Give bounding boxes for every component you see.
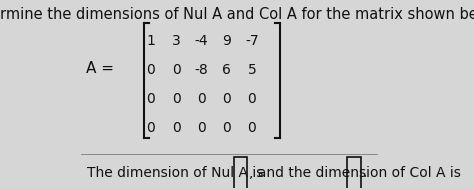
Text: 0: 0	[197, 92, 206, 106]
Text: 3: 3	[172, 34, 181, 48]
Text: -8: -8	[194, 63, 208, 77]
Text: 0: 0	[146, 121, 155, 135]
Text: 0: 0	[172, 121, 181, 135]
Text: 0: 0	[222, 121, 231, 135]
Text: 1: 1	[146, 34, 155, 48]
Text: 0: 0	[146, 92, 155, 106]
Text: 6: 6	[222, 63, 231, 77]
Text: 0: 0	[247, 121, 256, 135]
Text: , and the dimension of Col A is: , and the dimension of Col A is	[249, 166, 461, 180]
Text: 0: 0	[247, 92, 256, 106]
Text: A =: A =	[86, 61, 114, 76]
FancyBboxPatch shape	[234, 157, 247, 189]
Text: -4: -4	[195, 34, 208, 48]
FancyBboxPatch shape	[347, 157, 361, 189]
Text: -7: -7	[245, 34, 259, 48]
Text: 0: 0	[172, 63, 181, 77]
Text: 5: 5	[247, 63, 256, 77]
Text: The dimension of Nul A is: The dimension of Nul A is	[87, 166, 263, 180]
Text: 0: 0	[197, 121, 206, 135]
Text: 9: 9	[222, 34, 231, 48]
Text: 0: 0	[172, 92, 181, 106]
Text: .: .	[362, 166, 366, 180]
Text: 0: 0	[146, 63, 155, 77]
Text: Determine the dimensions of Nul A and Col A for the matrix shown below.: Determine the dimensions of Nul A and Co…	[0, 7, 474, 22]
Text: 0: 0	[222, 92, 231, 106]
